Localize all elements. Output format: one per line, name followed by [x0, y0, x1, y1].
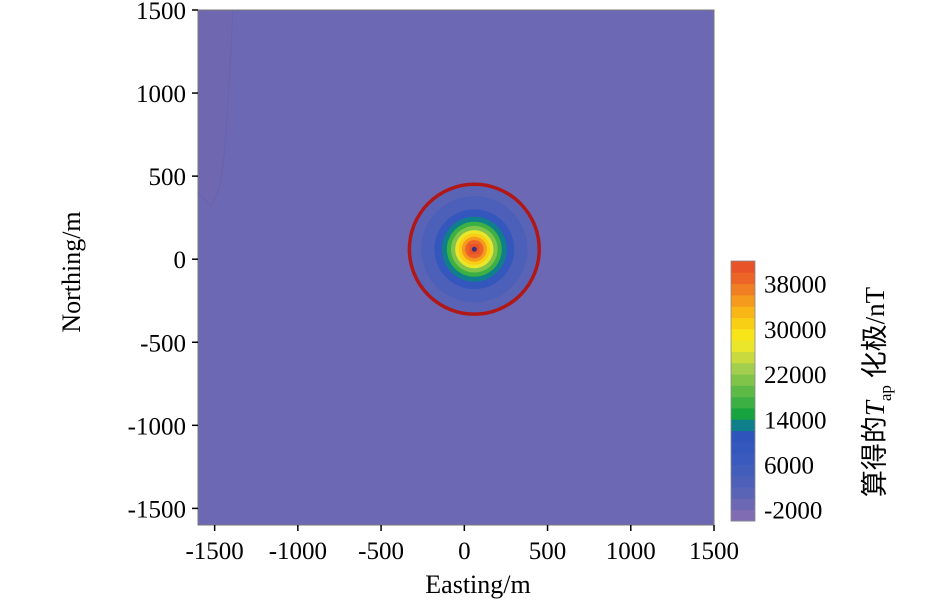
x-tick-label: 1000: [606, 538, 656, 565]
source-outline-ring: [407, 182, 541, 316]
colorbar-frame: [730, 260, 756, 522]
colorbar-swatch-21: [731, 272, 755, 285]
colorbar-tick-label: 38000: [764, 272, 827, 299]
colorbar-title-var: T: [860, 399, 890, 416]
colorbar-tick-label: 22000: [764, 362, 827, 389]
y-tick-label: 0: [174, 247, 187, 274]
colorbar-swatch-15: [731, 340, 755, 352]
x-tick-label: 500: [529, 538, 567, 565]
colorbar-title-sub: ap: [876, 385, 895, 401]
colorbar-swatch-10: [731, 396, 755, 409]
colorbar-swatch-8: [731, 419, 755, 432]
y-tick-label: 1000: [136, 81, 186, 108]
colorbar-swatch-9: [731, 407, 755, 420]
y-tick-label: 1500: [136, 0, 186, 25]
corner-anomaly-region: [197, 9, 234, 207]
colorbar-swatch-18: [731, 306, 755, 319]
colorbar-title-main: 算得的: [860, 416, 890, 497]
colorbar-title: 算得的Tap 化极/nT: [860, 286, 895, 497]
x-tick-label: 0: [458, 538, 471, 565]
x-tick-label: 1500: [689, 538, 739, 565]
colorbar-swatch-4: [731, 464, 755, 477]
plot-frame: [197, 9, 715, 526]
x-tick-label: -1000: [269, 538, 327, 565]
colorbar-tick-label: 14000: [764, 407, 827, 434]
colorbar-swatch-11: [731, 385, 755, 398]
colorbar-swatch-13: [731, 362, 755, 375]
source-center-marker: [471, 246, 477, 252]
y-axis-title: Northing/m: [57, 211, 86, 332]
colorbar-swatch-19: [731, 294, 755, 307]
colorbar-swatch-2: [731, 487, 755, 499]
colorbar-swatch-14: [731, 351, 755, 364]
colorbar-swatch-6: [731, 441, 755, 454]
colorbar-swatch-7: [731, 430, 755, 443]
colorbar-swatch-3: [731, 475, 755, 488]
colorbar-swatch-1: [731, 498, 755, 511]
colorbar-title-tail: 化极/nT: [860, 286, 890, 385]
y-tick-label: -1000: [128, 413, 186, 440]
colorbar-swatch-17: [731, 317, 755, 330]
y-tick-label: -500: [140, 330, 186, 357]
x-tick-label: -500: [358, 538, 404, 565]
colorbar-tick-label: 30000: [764, 317, 827, 344]
colorbar: 38000 30000 22000 14000 6000 -2000: [730, 260, 827, 525]
y-tick-label: 500: [149, 164, 187, 191]
colorbar-swatch-12: [731, 374, 755, 386]
colorbar-tick-label: -2000: [764, 498, 822, 525]
y-tick-label: -1500: [128, 496, 186, 523]
colorbar-swatch-0: [731, 509, 755, 522]
colorbar-swatch-20: [731, 283, 755, 296]
colorbar-swatch-22: [731, 261, 755, 273]
colorbar-tick-label: 6000: [764, 452, 814, 479]
x-axis-title: Easting/m: [425, 570, 530, 599]
colorbar-swatch-5: [731, 453, 755, 465]
x-tick-label: -1500: [185, 538, 243, 565]
plot-area: [197, 9, 714, 525]
colorbar-swatch-16: [731, 328, 755, 341]
axes: -1500 -1000 -500 0 500 1000 1500 1500 1000 500 0 -5…: [128, 0, 739, 565]
